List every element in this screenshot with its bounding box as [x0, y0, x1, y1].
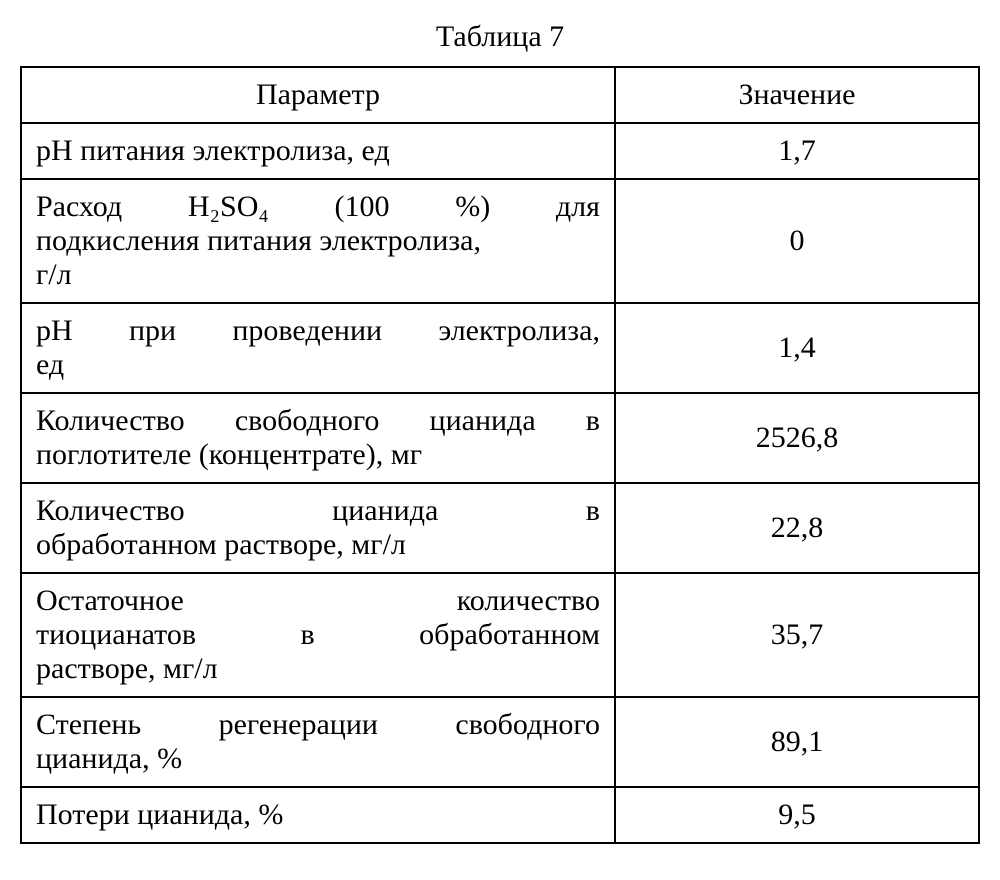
value-cell: 9,5: [615, 787, 979, 843]
param-text: тиоцианатов в обработанном: [36, 618, 600, 652]
param-text: Количество свободного цианида в: [36, 404, 600, 438]
param-cell: pH при проведении электролиза, ед: [21, 303, 615, 393]
table-row: Остаточное количество тиоцианатов в обра…: [21, 573, 979, 697]
value-cell: 1,4: [615, 303, 979, 393]
param-text: подкисления питания электролиза,: [36, 224, 600, 258]
header-value: Значение: [615, 67, 979, 123]
value-cell: 35,7: [615, 573, 979, 697]
param-text: Остаточное количество: [36, 584, 600, 618]
param-text: г/л: [36, 258, 600, 292]
param-cell: pH питания электролиза, ед: [21, 123, 615, 179]
param-cell: Потери цианида, %: [21, 787, 615, 843]
param-cell: Количество цианида в обработанном раство…: [21, 483, 615, 573]
param-text: Степень регенерации свободного: [36, 708, 600, 742]
data-table: Параметр Значение pH питания электролиза…: [20, 66, 980, 844]
param-cell: Степень регенерации свободного цианида, …: [21, 697, 615, 787]
value-cell: 89,1: [615, 697, 979, 787]
param-text: pH при проведении электролиза,: [36, 314, 600, 348]
param-text: цианида, %: [36, 742, 600, 776]
param-cell: Остаточное количество тиоцианатов в обра…: [21, 573, 615, 697]
table-title: Таблица 7: [20, 20, 980, 54]
param-text: pH питания электролиза, ед: [36, 134, 600, 168]
param-text: растворе, мг/л: [36, 652, 600, 686]
param-text: Расход H₂SO₄ (100 %) для: [36, 190, 600, 224]
value-cell: 2526,8: [615, 393, 979, 483]
table-row: Количество свободного цианида в поглотит…: [21, 393, 979, 483]
table-row: pH питания электролиза, ед 1,7: [21, 123, 979, 179]
value-cell: 22,8: [615, 483, 979, 573]
table-body: Параметр Значение pH питания электролиза…: [21, 67, 979, 843]
table-row: pH при проведении электролиза, ед 1,4: [21, 303, 979, 393]
header-param: Параметр: [21, 67, 615, 123]
param-cell: Количество свободного цианида в поглотит…: [21, 393, 615, 483]
value-cell: 0: [615, 179, 979, 303]
table-header-row: Параметр Значение: [21, 67, 979, 123]
param-text: обработанном растворе, мг/л: [36, 528, 600, 562]
param-text: Количество цианида в: [36, 494, 600, 528]
param-text: Потери цианида, %: [36, 798, 600, 832]
table-row: Количество цианида в обработанном раство…: [21, 483, 979, 573]
param-text: поглотителе (концентрате), мг: [36, 438, 600, 472]
table-row: Расход H₂SO₄ (100 %) для подкисления пит…: [21, 179, 979, 303]
table-container: Таблица 7 Параметр Значение pH питания э…: [20, 20, 980, 844]
param-text: ед: [36, 348, 600, 382]
value-cell: 1,7: [615, 123, 979, 179]
param-cell: Расход H₂SO₄ (100 %) для подкисления пит…: [21, 179, 615, 303]
table-row: Степень регенерации свободного цианида, …: [21, 697, 979, 787]
table-row: Потери цианида, % 9,5: [21, 787, 979, 843]
